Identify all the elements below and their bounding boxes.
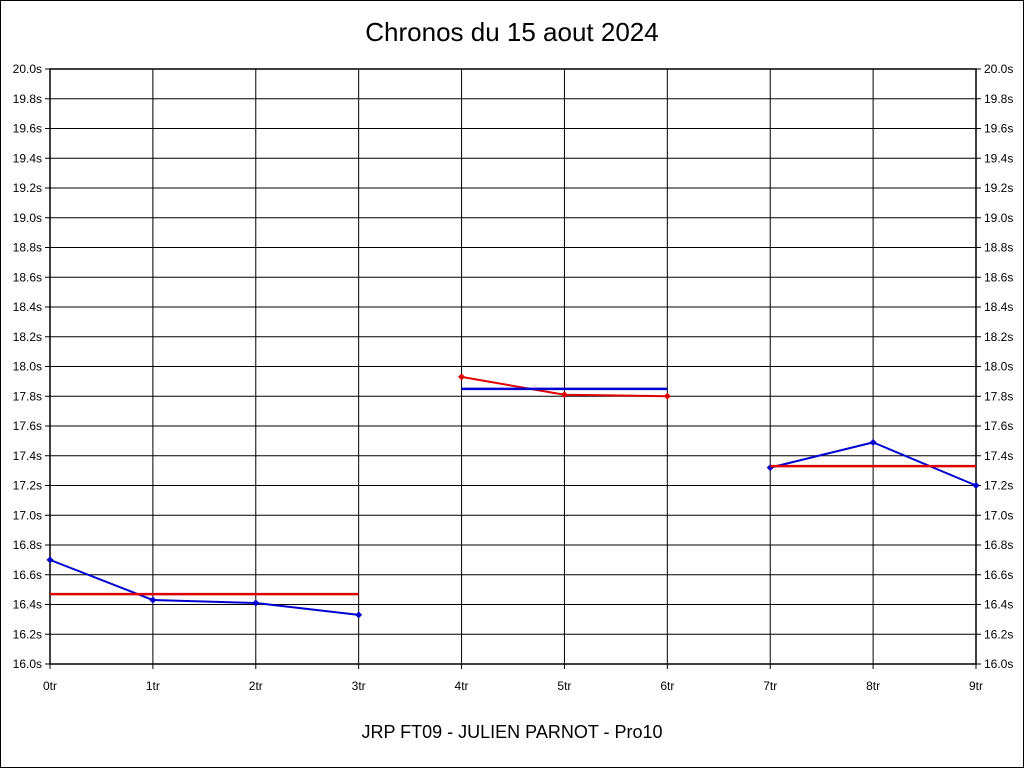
- axis-ticks: [45, 68, 981, 669]
- y-axis-label-left: 16.2s: [13, 627, 42, 641]
- y-axis-label-right: 19.0s: [984, 211, 1013, 225]
- y-axis-label-left: 17.8s: [13, 389, 42, 403]
- x-axis-label: 7tr: [763, 679, 777, 693]
- x-axis-label: 9tr: [969, 679, 983, 693]
- y-axis-label-left: 17.6s: [13, 419, 42, 433]
- chart-title: Chronos du 15 aout 2024: [365, 17, 659, 47]
- grid-lines: [49, 68, 977, 665]
- axis-labels: 16.0s 16.0s 16.2s 16.2s 16.4s 16.4s 16.6s 16.6s…: [13, 62, 1014, 693]
- data-point-marker: [252, 599, 260, 607]
- y-axis-label-right: 19.6s: [984, 122, 1013, 136]
- data-point-marker: [458, 373, 466, 381]
- x-axis-label: 4tr: [455, 679, 469, 693]
- plot-border: [49, 68, 977, 665]
- y-axis-label-right: 18.4s: [984, 300, 1013, 314]
- data-point-marker: [663, 392, 671, 400]
- y-axis-label-right: 18.8s: [984, 241, 1013, 255]
- x-axis-label: 3tr: [352, 679, 366, 693]
- y-axis-label-left: 19.8s: [13, 92, 42, 106]
- y-axis-label-left: 18.2s: [13, 330, 42, 344]
- data-point-marker: [869, 438, 877, 446]
- y-axis-label-left: 18.6s: [13, 270, 42, 284]
- y-axis-label-right: 19.4s: [984, 151, 1013, 165]
- y-axis-label-right: 17.6s: [984, 419, 1013, 433]
- data-point-marker: [972, 482, 980, 489]
- y-axis-label-right: 18.6s: [984, 270, 1013, 284]
- y-axis-label-right: 17.2s: [984, 479, 1013, 493]
- y-axis-label-right: 19.8s: [984, 92, 1013, 106]
- y-axis-label-right: 17.8s: [984, 389, 1013, 403]
- y-axis-label-left: 16.8s: [13, 538, 42, 552]
- y-axis-label-left: 19.6s: [13, 122, 42, 136]
- y-axis-label-left: 19.4s: [13, 151, 42, 165]
- y-axis-label-right: 16.6s: [984, 568, 1013, 582]
- series-line: [49, 558, 359, 616]
- chart-footer: JRP FT09 - JULIEN PARNOT - Pro10: [361, 722, 663, 742]
- x-axis-label: 2tr: [249, 679, 263, 693]
- x-axis-label: 6tr: [660, 679, 674, 693]
- data-point-marker: [149, 596, 157, 604]
- y-axis-label-right: 17.4s: [984, 449, 1013, 463]
- y-axis-label-right: 18.0s: [984, 360, 1013, 374]
- y-axis-label-left: 18.8s: [13, 241, 42, 255]
- y-axis-label-left: 18.0s: [13, 360, 42, 374]
- series-chronos-tours-7-9: [766, 438, 980, 489]
- data-point-marker: [355, 611, 363, 619]
- y-axis-label-right: 16.2s: [984, 627, 1013, 641]
- y-axis-label-left: 16.4s: [13, 598, 42, 612]
- x-axis-label: 1tr: [146, 679, 160, 693]
- data-point-marker: [46, 556, 54, 564]
- y-axis-label-left: 18.4s: [13, 300, 42, 314]
- y-axis-label-left: 16.0s: [13, 657, 42, 671]
- y-axis-label-left: 16.6s: [13, 568, 42, 582]
- y-axis-label-right: 16.8s: [984, 538, 1013, 552]
- y-axis-label-right: 20.0s: [984, 62, 1013, 76]
- x-axis-label: 0tr: [43, 679, 57, 693]
- y-axis-label-right: 17.0s: [984, 508, 1013, 522]
- y-axis-label-left: 17.0s: [13, 508, 42, 522]
- x-axis-label: 5tr: [557, 679, 571, 693]
- data-point-marker: [560, 391, 568, 399]
- series-chronos-tours-4-6: [458, 373, 671, 400]
- y-axis-label-right: 19.2s: [984, 181, 1013, 195]
- y-axis-label-right: 16.4s: [984, 598, 1013, 612]
- y-axis-label-left: 19.0s: [13, 211, 42, 225]
- series-chronos-tours-0-3: [46, 556, 363, 619]
- y-axis-label-right: 18.2s: [984, 330, 1013, 344]
- y-axis-label-left: 17.2s: [13, 479, 42, 493]
- y-axis-label-right: 16.0s: [984, 657, 1013, 671]
- y-axis-label-left: 19.2s: [13, 181, 42, 195]
- x-axis-label: 8tr: [866, 679, 880, 693]
- y-axis-label-left: 20.0s: [13, 62, 42, 76]
- y-axis-label-left: 17.4s: [13, 449, 42, 463]
